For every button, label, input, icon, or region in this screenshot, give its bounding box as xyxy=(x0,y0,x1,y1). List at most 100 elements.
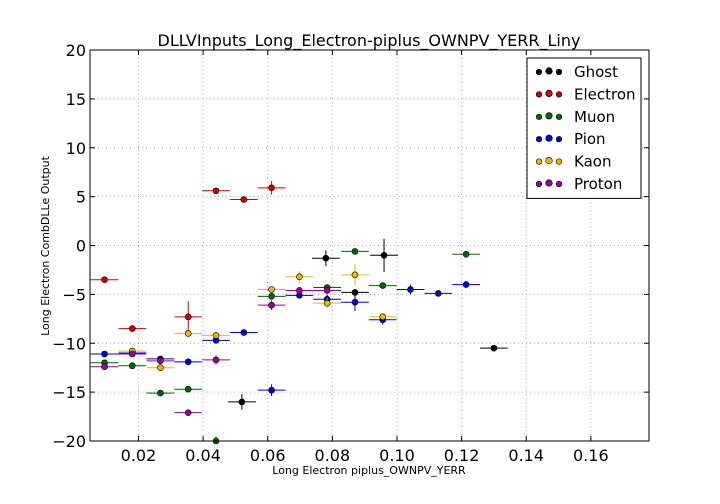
data-point xyxy=(407,286,414,293)
data-point xyxy=(351,298,359,306)
data-point xyxy=(240,329,248,336)
x-tick-label: 0.14 xyxy=(508,446,544,465)
x-tick-label: 0.10 xyxy=(379,446,415,465)
x-tick-label: 0.04 xyxy=(185,446,221,465)
y-axis-label: Long Electron CombDLLe Output xyxy=(39,155,52,336)
legend-label: Muon xyxy=(574,108,615,126)
series-kaon xyxy=(118,264,397,371)
data-point xyxy=(323,287,331,294)
data-point xyxy=(322,254,330,262)
data-point xyxy=(212,187,220,195)
data-point xyxy=(379,313,387,321)
legend-marker xyxy=(545,179,553,187)
data-point xyxy=(129,350,136,358)
y-tick-label: −5 xyxy=(62,285,86,304)
y-tick-labels: −20 −15 −10 −5 0 5 10 15 20 xyxy=(52,41,86,451)
data-point xyxy=(323,299,331,307)
data-point xyxy=(184,385,192,393)
legend-label: Proton xyxy=(574,175,622,193)
data-point xyxy=(379,282,387,289)
x-axis-label: Long Electron piplus_OWNPV_YERR xyxy=(272,464,466,477)
data-point xyxy=(268,286,275,293)
data-point xyxy=(157,357,164,365)
legend-item: Kaon xyxy=(535,153,611,171)
x-tick-label: 0.02 xyxy=(121,446,157,465)
data-point xyxy=(101,276,108,284)
y-tick-label: −15 xyxy=(52,383,86,402)
legend-item: Pion xyxy=(535,130,606,148)
data-point xyxy=(351,271,359,279)
legend-marker xyxy=(535,136,543,143)
legend-item: Ghost xyxy=(535,63,618,81)
data-layer xyxy=(90,180,508,445)
data-point xyxy=(462,281,470,288)
legend-marker xyxy=(555,158,563,165)
legend-marker xyxy=(555,68,563,76)
data-point xyxy=(101,363,108,371)
data-point xyxy=(129,325,136,332)
legend-item: Electron xyxy=(535,85,636,103)
legend-marker xyxy=(555,113,563,120)
data-point xyxy=(462,250,470,258)
y-tick-label: 15 xyxy=(66,90,86,109)
legend-label: Ghost xyxy=(574,63,618,81)
y-tick-label: 10 xyxy=(66,139,86,158)
x-tick-label: 0.16 xyxy=(573,446,609,465)
y-tick-label: 5 xyxy=(76,188,86,207)
data-point xyxy=(490,344,498,352)
legend-marker xyxy=(535,68,543,76)
plot-border xyxy=(89,49,650,442)
data-point xyxy=(184,358,192,366)
series-proton xyxy=(90,287,342,416)
legend-marker xyxy=(535,158,543,165)
data-point xyxy=(268,293,275,300)
data-point xyxy=(212,332,220,339)
legend-marker xyxy=(555,91,563,98)
data-point xyxy=(212,356,220,364)
legend-box xyxy=(526,57,642,199)
data-point xyxy=(351,248,359,255)
series-electron xyxy=(90,180,286,333)
legend-marker xyxy=(535,91,543,98)
legend-marker xyxy=(545,89,553,97)
data-point xyxy=(129,362,136,370)
data-point xyxy=(184,313,192,321)
legend-marker xyxy=(545,67,553,75)
x-tick-label: 0.12 xyxy=(444,446,480,465)
legend-marker xyxy=(535,180,543,188)
data-point xyxy=(184,330,192,337)
y-tick-label: −10 xyxy=(52,334,86,353)
legend-marker xyxy=(555,180,563,188)
data-point xyxy=(268,301,275,309)
y-tick-label: 0 xyxy=(76,237,86,256)
x-tick-label: 0.08 xyxy=(315,446,351,465)
legend-marker xyxy=(555,136,563,143)
y-tick-label: −20 xyxy=(52,432,86,451)
legend-marker xyxy=(545,134,553,142)
data-point xyxy=(296,287,303,294)
legend-item: Muon xyxy=(535,108,615,126)
legend: Ghost Electron Muon Pion Kaon Proton xyxy=(526,57,642,199)
legend-marker xyxy=(535,113,543,120)
x-tick-labels: 0.02 0.04 0.06 0.08 0.10 0.12 0.14 0.16 xyxy=(121,446,609,465)
data-point xyxy=(380,251,388,259)
legend-item: Proton xyxy=(535,175,622,193)
y-tick-label: 20 xyxy=(66,41,86,60)
data-point xyxy=(101,350,108,358)
axis-ticks xyxy=(90,49,649,442)
legend-marker xyxy=(545,112,553,120)
data-point xyxy=(157,364,164,371)
data-point xyxy=(268,386,275,394)
chart-title: DLLVInputs_Long_Electron-piplus_OWNPV_YE… xyxy=(158,31,581,51)
data-point xyxy=(238,398,246,406)
data-point xyxy=(240,196,248,203)
legend-label: Pion xyxy=(574,130,606,148)
series-ghost xyxy=(227,238,508,410)
legend-label: Kaon xyxy=(574,153,611,171)
data-point xyxy=(184,409,192,416)
x-tick-label: 0.06 xyxy=(250,446,286,465)
data-point xyxy=(296,273,303,281)
data-point xyxy=(435,290,442,297)
legend-label: Electron xyxy=(574,85,636,103)
